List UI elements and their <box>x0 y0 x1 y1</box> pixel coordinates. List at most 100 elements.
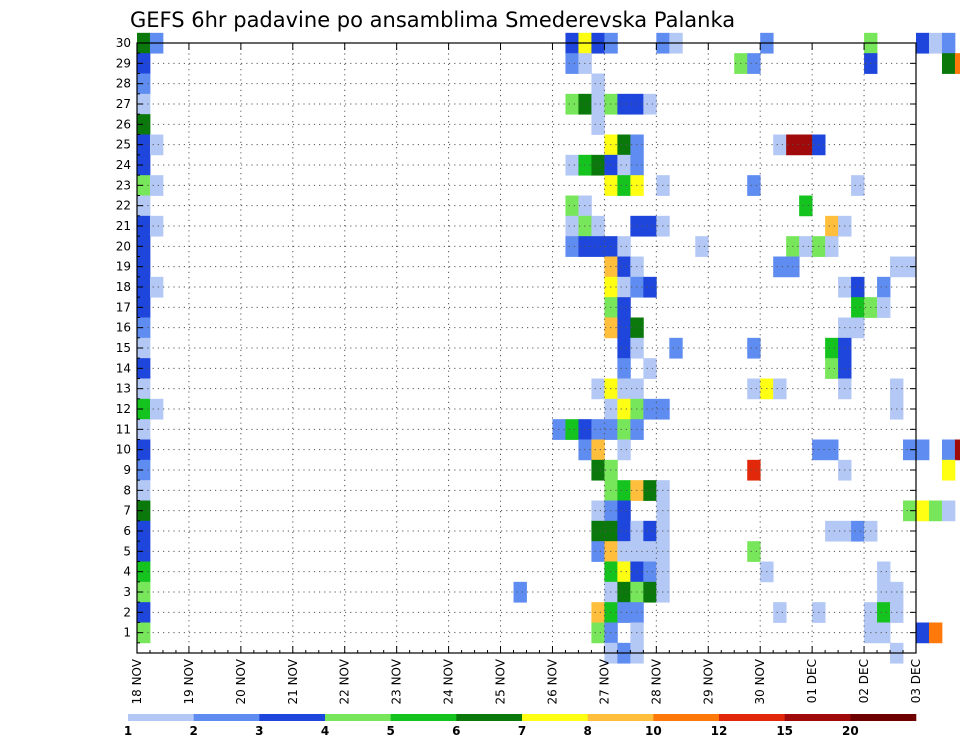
heatmap-cell <box>747 337 761 359</box>
heatmap-cell <box>137 256 151 278</box>
y-tick-label: 21 <box>116 219 131 233</box>
x-tick-label: 01 DEC <box>805 659 819 703</box>
heatmap-cell <box>137 114 151 135</box>
heatmap-cell <box>799 195 813 217</box>
colorbar-label: 15 <box>776 724 793 738</box>
x-tick-label: 19 NOV <box>182 658 196 704</box>
heatmap-cell <box>137 541 151 562</box>
x-tick-label: 20 NOV <box>234 658 248 704</box>
heatmap-cell <box>928 622 943 644</box>
heatmap-cell <box>851 520 865 542</box>
heatmap-cell <box>643 93 657 115</box>
heatmap-cell <box>617 236 631 257</box>
x-tick-label: 24 NOV <box>442 658 456 704</box>
heatmap-cell <box>617 500 631 522</box>
heatmap-cell <box>941 459 956 481</box>
heatmap-cell <box>591 459 605 481</box>
heatmap-cell <box>669 337 683 359</box>
y-tick-label: 4 <box>123 565 131 579</box>
y-tick-label: 7 <box>123 504 131 518</box>
heatmap-cell <box>877 602 891 623</box>
heatmap-cell <box>137 317 151 339</box>
heatmap-cell <box>916 32 930 54</box>
colorbar-swatch <box>784 714 851 721</box>
heatmap-cell <box>149 276 164 298</box>
heatmap-cell <box>747 53 761 74</box>
heatmap-cell <box>565 154 579 176</box>
heatmap-cell <box>137 561 151 583</box>
heatmap-cell <box>617 276 631 298</box>
y-tick-label: 8 <box>123 483 131 497</box>
colorbar-label: 12 <box>711 724 728 738</box>
y-tick-label: 29 <box>116 56 131 70</box>
heatmap-cell <box>591 439 605 461</box>
x-tick-label: 27 NOV <box>597 658 611 704</box>
colorbar-label: 5 <box>386 724 394 738</box>
heatmap-cell <box>591 520 605 542</box>
heatmap-cell <box>643 581 657 603</box>
x-tick-label: 21 NOV <box>286 658 300 704</box>
heatmap-cell <box>916 622 930 644</box>
heatmap-cell <box>941 500 956 522</box>
heatmap-cell <box>617 317 631 339</box>
heatmap-cell <box>747 541 761 562</box>
heatmap-cell <box>137 439 151 461</box>
heatmap-cell <box>137 134 151 156</box>
heatmap-cell <box>617 439 631 461</box>
heatmap-cell <box>137 459 151 481</box>
colorbar-label: 3 <box>255 724 263 738</box>
y-tick-label: 9 <box>123 463 131 477</box>
y-tick-label: 10 <box>116 443 131 457</box>
heatmap-cell <box>137 175 151 196</box>
y-tick-label: 6 <box>123 524 131 538</box>
heatmap-cell <box>137 581 151 603</box>
y-tick-label: 11 <box>116 422 131 436</box>
colorbar-swatch <box>390 714 457 721</box>
colorbar-label: 1 <box>124 724 132 738</box>
heatmap-cell <box>591 602 605 623</box>
heatmap-cell <box>565 93 579 115</box>
heatmap-cell <box>851 175 865 196</box>
heatmap-cell <box>137 93 151 115</box>
colorbar-label: 4 <box>321 724 329 738</box>
colorbar-swatch <box>653 714 720 721</box>
colorbar-label: 6 <box>452 724 460 738</box>
heatmap-cell <box>137 195 151 217</box>
heatmap-cell <box>137 602 151 623</box>
heatmap-cell <box>617 520 631 542</box>
y-tick-label: 23 <box>116 178 131 192</box>
heatmap-cell <box>877 297 891 318</box>
colorbar-label: 10 <box>645 724 662 738</box>
heatmap-cell <box>617 378 631 400</box>
heatmap-cell <box>591 500 605 522</box>
y-tick-label: 18 <box>116 280 131 294</box>
heatmap-cell <box>591 236 605 257</box>
heatmap-cell <box>825 215 839 237</box>
heatmap-cell <box>617 154 631 176</box>
colorbar-swatch <box>325 714 391 721</box>
heatmap-cell <box>773 256 787 278</box>
heatmap-cell <box>591 378 605 400</box>
heatmap-cell <box>617 561 631 583</box>
heatmap-cell <box>773 134 787 156</box>
heatmap-cell <box>643 520 657 542</box>
heatmap-cell <box>617 602 631 623</box>
heatmap-cell <box>903 256 917 278</box>
heatmap-cell <box>643 561 657 583</box>
heatmap-cell <box>954 53 960 74</box>
y-tick-label: 28 <box>116 77 131 91</box>
heatmap-cell <box>565 195 579 217</box>
heatmap-cell <box>695 236 709 257</box>
colorbar-swatch <box>259 714 326 721</box>
x-axis: 18 NOV 19 NOV 20 NOV 21 NOV 22 NOV 23 NOV 24 N… <box>130 43 923 705</box>
heatmap-cell <box>137 622 151 644</box>
heatmap-cell <box>643 276 657 298</box>
heatmap-cell <box>903 500 917 522</box>
heatmap-cell <box>137 520 151 542</box>
heatmap-cell <box>954 439 960 461</box>
heatmap-cell <box>643 541 657 562</box>
heatmap-cell <box>643 215 657 237</box>
y-tick-label: 20 <box>116 239 131 253</box>
heatmap-cell <box>825 236 839 257</box>
heatmap-cell <box>149 215 164 237</box>
